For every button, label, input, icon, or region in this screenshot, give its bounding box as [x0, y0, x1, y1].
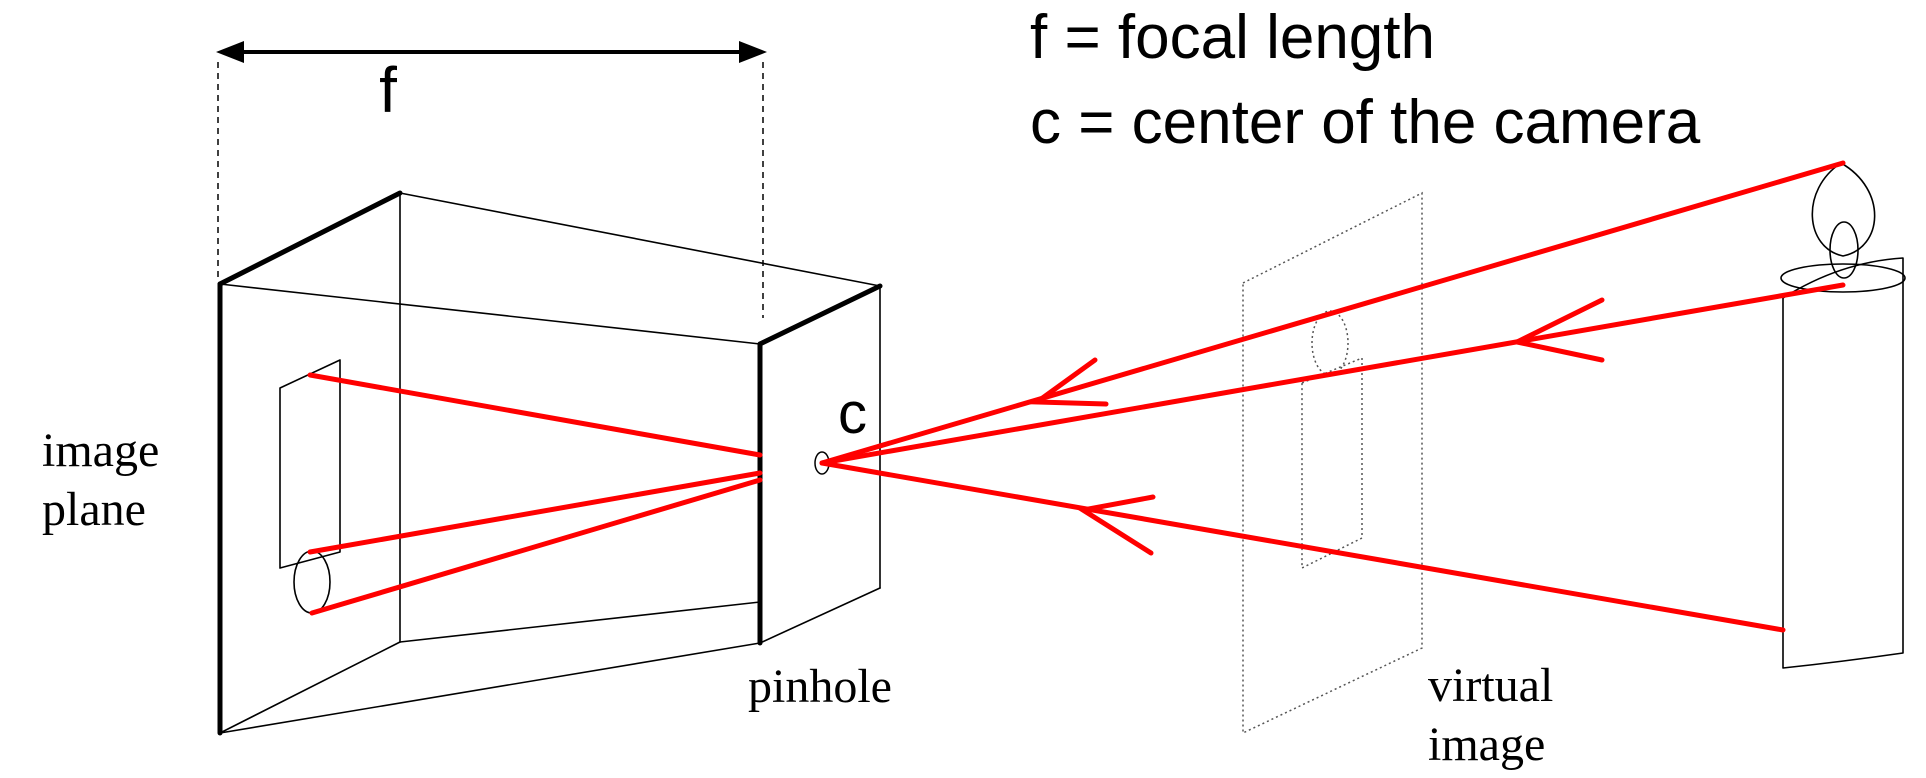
ray-candle-top-to-pinhole: [819, 282, 1846, 466]
ray-candle-base-to-pinhole: [819, 460, 1786, 633]
candle-body: [1782, 257, 1904, 669]
virtual-plane-outline: [1242, 191, 1423, 735]
inverted-candle-flame: [293, 550, 331, 614]
camera-edge-rear-top: [399, 192, 881, 287]
camera-edge-top-right-thick: [757, 283, 883, 347]
candle-top-rim: [1780, 263, 1906, 293]
camera-edge-front-right-bottom: [759, 587, 881, 644]
ray-inside-to-image-flame-tip: [309, 477, 763, 616]
candle-flame-outer: [1811, 162, 1876, 257]
legend-camera-center: c = center of the camera: [1030, 88, 1701, 157]
ray-arrowhead-lower: [1076, 494, 1156, 556]
ray-flame-tip-to-pinhole: [819, 160, 1846, 466]
camera-center-label: c: [838, 381, 867, 446]
image-plane-label-line2: plane: [42, 483, 146, 536]
ray-arrowhead-middle: [1509, 297, 1605, 363]
inverted-candle-body: [279, 359, 341, 569]
ray-arrowhead-upper: [1029, 357, 1109, 407]
ray-inside-to-image-top: [307, 372, 763, 458]
light-rays: [307, 160, 1846, 633]
candle-object: [1780, 162, 1906, 669]
legend: f = focal length c = center of the camer…: [1030, 3, 1701, 157]
virtual-image-label-line2: image: [1428, 718, 1545, 771]
image-plane-label-line1: image: [42, 424, 159, 477]
camera-edge-rear-bottom: [399, 601, 761, 643]
virtual-image-plane: [1242, 191, 1423, 735]
camera-edge-bottom-front: [219, 642, 761, 734]
pinhole-label: pinhole: [748, 660, 892, 713]
inverted-candle-image: [279, 359, 341, 614]
camera-edge-top-left-thick: [217, 190, 403, 287]
virtual-image-label-line1: virtual: [1428, 659, 1553, 712]
camera-box: [217, 190, 883, 736]
focal-length-arrowhead-left: [216, 41, 244, 63]
candle-flame-inner: [1829, 221, 1859, 279]
focal-length-label: f: [379, 54, 397, 126]
virtual-candle-flame: [1311, 310, 1349, 376]
camera-edge-bottom-diagonal: [219, 641, 401, 734]
ray-inside-to-image-flame-base: [307, 470, 763, 555]
legend-focal-length: f = focal length: [1030, 3, 1435, 72]
focal-length-arrowhead-right: [739, 41, 767, 63]
virtual-candle-body: [1301, 356, 1363, 570]
camera-edge-back-top-to-front-top: [219, 283, 761, 345]
focal-length-dimension: f: [216, 41, 767, 318]
